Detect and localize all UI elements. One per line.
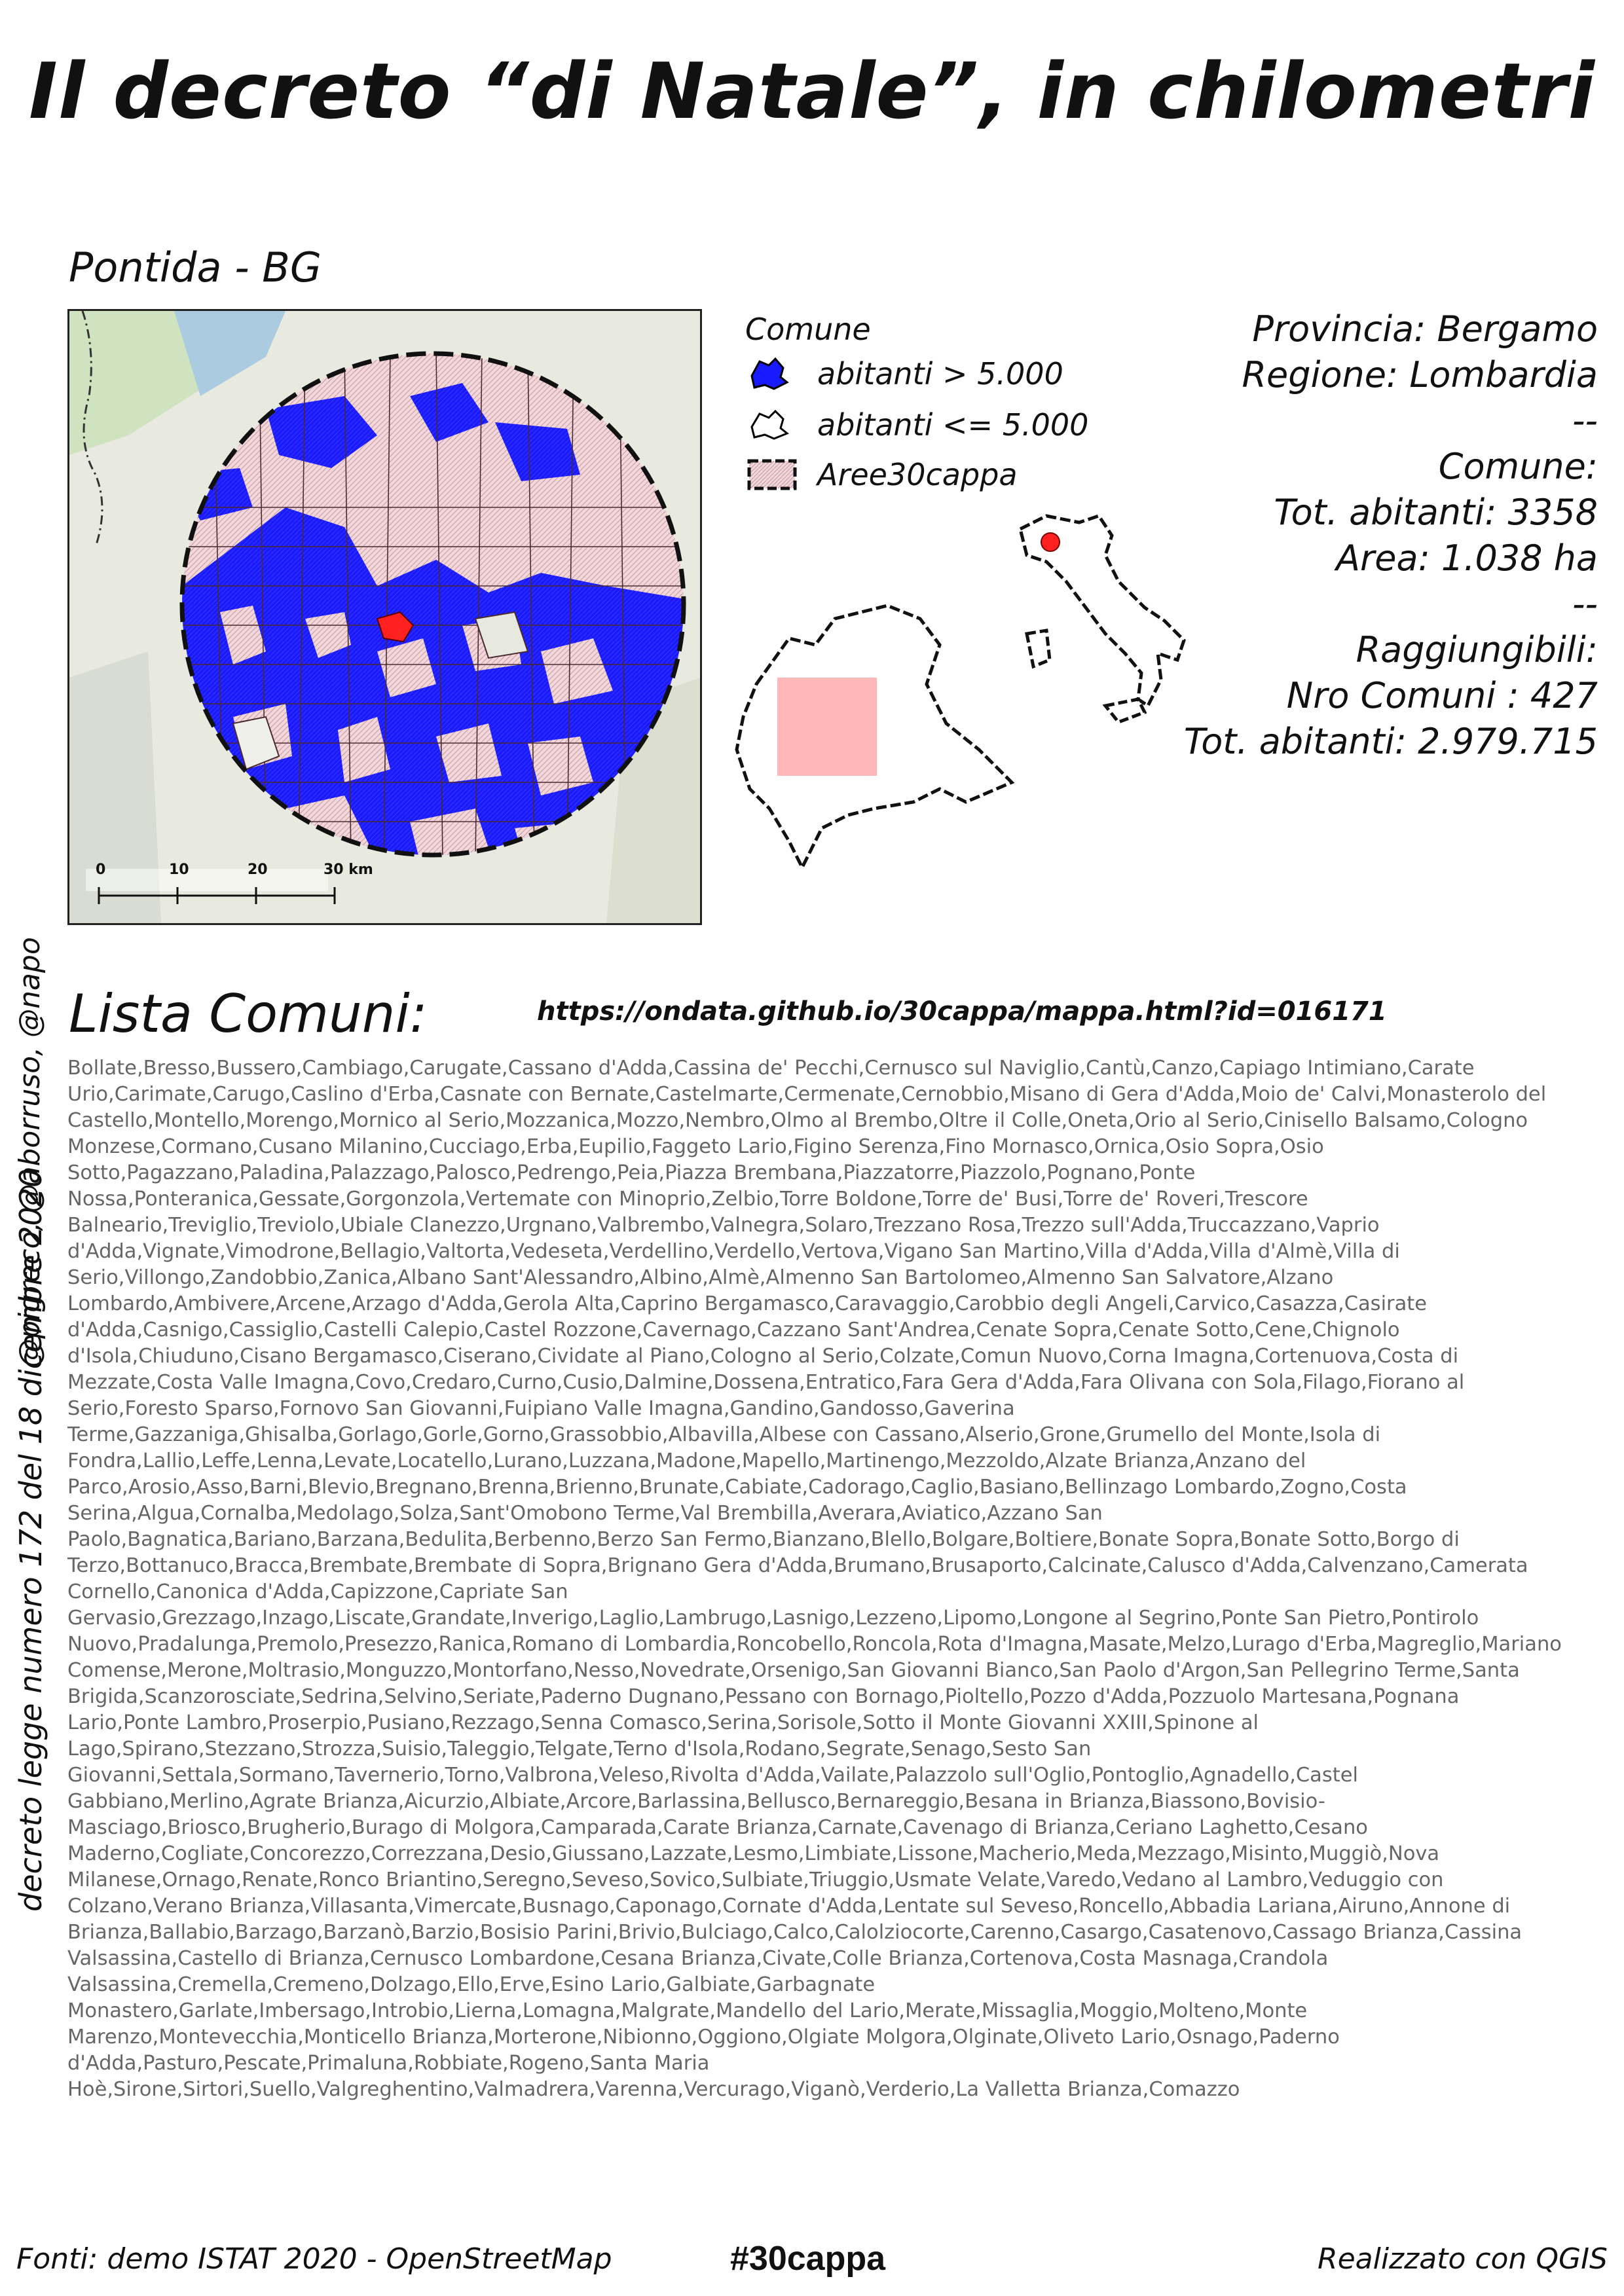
info-comune-label: Comune:: [1438, 446, 1598, 487]
scale-label-20: 20: [248, 862, 268, 878]
sicily-outline: [1102, 697, 1147, 724]
legend-item-buffer: Aree30cappa: [747, 457, 1018, 492]
buffer-outline: [179, 351, 686, 858]
info-provincia: Provincia: Bergamo: [1252, 308, 1598, 350]
info-nro-comuni: Nro Comuni : 427: [1286, 675, 1598, 716]
info-tot-abitanti-raggiungibili: Tot. abitanti: 2.979.715: [1183, 721, 1598, 762]
italy-inset-map: [1018, 514, 1186, 724]
info-separator-2: --: [1572, 583, 1598, 625]
map-url-link[interactable]: https://ondata.github.io/30cappa/mappa.h…: [537, 996, 1387, 1027]
legend-label-small: abitanti <= 5.000: [817, 407, 1089, 443]
scale-label-10: 10: [169, 862, 189, 878]
list-title: Lista Comuni:: [69, 983, 428, 1044]
info-tot-abitanti: Tot. abitanti: 3358: [1274, 492, 1598, 533]
small-comune-icon: [750, 409, 789, 440]
legend-label-buffer: Aree30cappa: [817, 457, 1018, 492]
lake-area: [174, 311, 286, 396]
footer-made-with: Realizzato con QGIS: [1318, 2242, 1608, 2276]
place-title: Pontida - BG: [69, 244, 322, 291]
comuni-list-text: Bollate,Bresso,Bussero,Cambiago,Carugate…: [67, 1057, 1562, 2101]
map-canvas: 0 10 20 30 km: [69, 311, 700, 923]
basemap-green-area: [69, 311, 220, 455]
basemap-urban-area: [69, 651, 161, 923]
legend-title: Comune: [745, 312, 871, 347]
law-reference-text: decreto legge numero 172 del 18 dicembre…: [13, 1168, 48, 1912]
buffer-area-icon: [747, 459, 797, 490]
lombardy-inset-map: [735, 604, 1015, 871]
info-regione: Regione: Lombardia: [1242, 354, 1598, 395]
info-separator-1: --: [1572, 400, 1598, 441]
italy-outline: [1018, 514, 1186, 708]
info-panel: Provincia: Bergamo Regione: Lombardia --…: [1184, 306, 1598, 765]
main-map[interactable]: 0 10 20 30 km: [67, 309, 702, 925]
legend-item-large: abitanti > 5.000: [747, 356, 1063, 392]
scale-label-30km: 30 km: [323, 862, 373, 878]
sardinia-outline: [1025, 629, 1052, 669]
info-area: Area: 1.038 ha: [1336, 538, 1598, 579]
footer-hashtag: #30cappa: [730, 2240, 886, 2278]
lombardy-extent-box: [777, 678, 877, 776]
large-comune-icon: [750, 357, 789, 390]
italy-location-marker: [1041, 532, 1060, 552]
legend-item-small: abitanti <= 5.000: [747, 407, 1088, 443]
selected-comune-marker[interactable]: [376, 611, 415, 643]
footer-sources: Fonti: demo ISTAT 2020 - OpenStreetMap: [16, 2242, 612, 2276]
info-raggiungibili-label: Raggiungibili:: [1356, 629, 1598, 670]
scale-bar: 0 10 20 30 km: [86, 862, 373, 904]
border-line: [81, 311, 103, 547]
legend-label-large: abitanti > 5.000: [817, 356, 1063, 392]
scale-label-0: 0: [96, 862, 105, 878]
page-title: Il decreto “di Natale”, in chilometri: [29, 46, 1595, 136]
